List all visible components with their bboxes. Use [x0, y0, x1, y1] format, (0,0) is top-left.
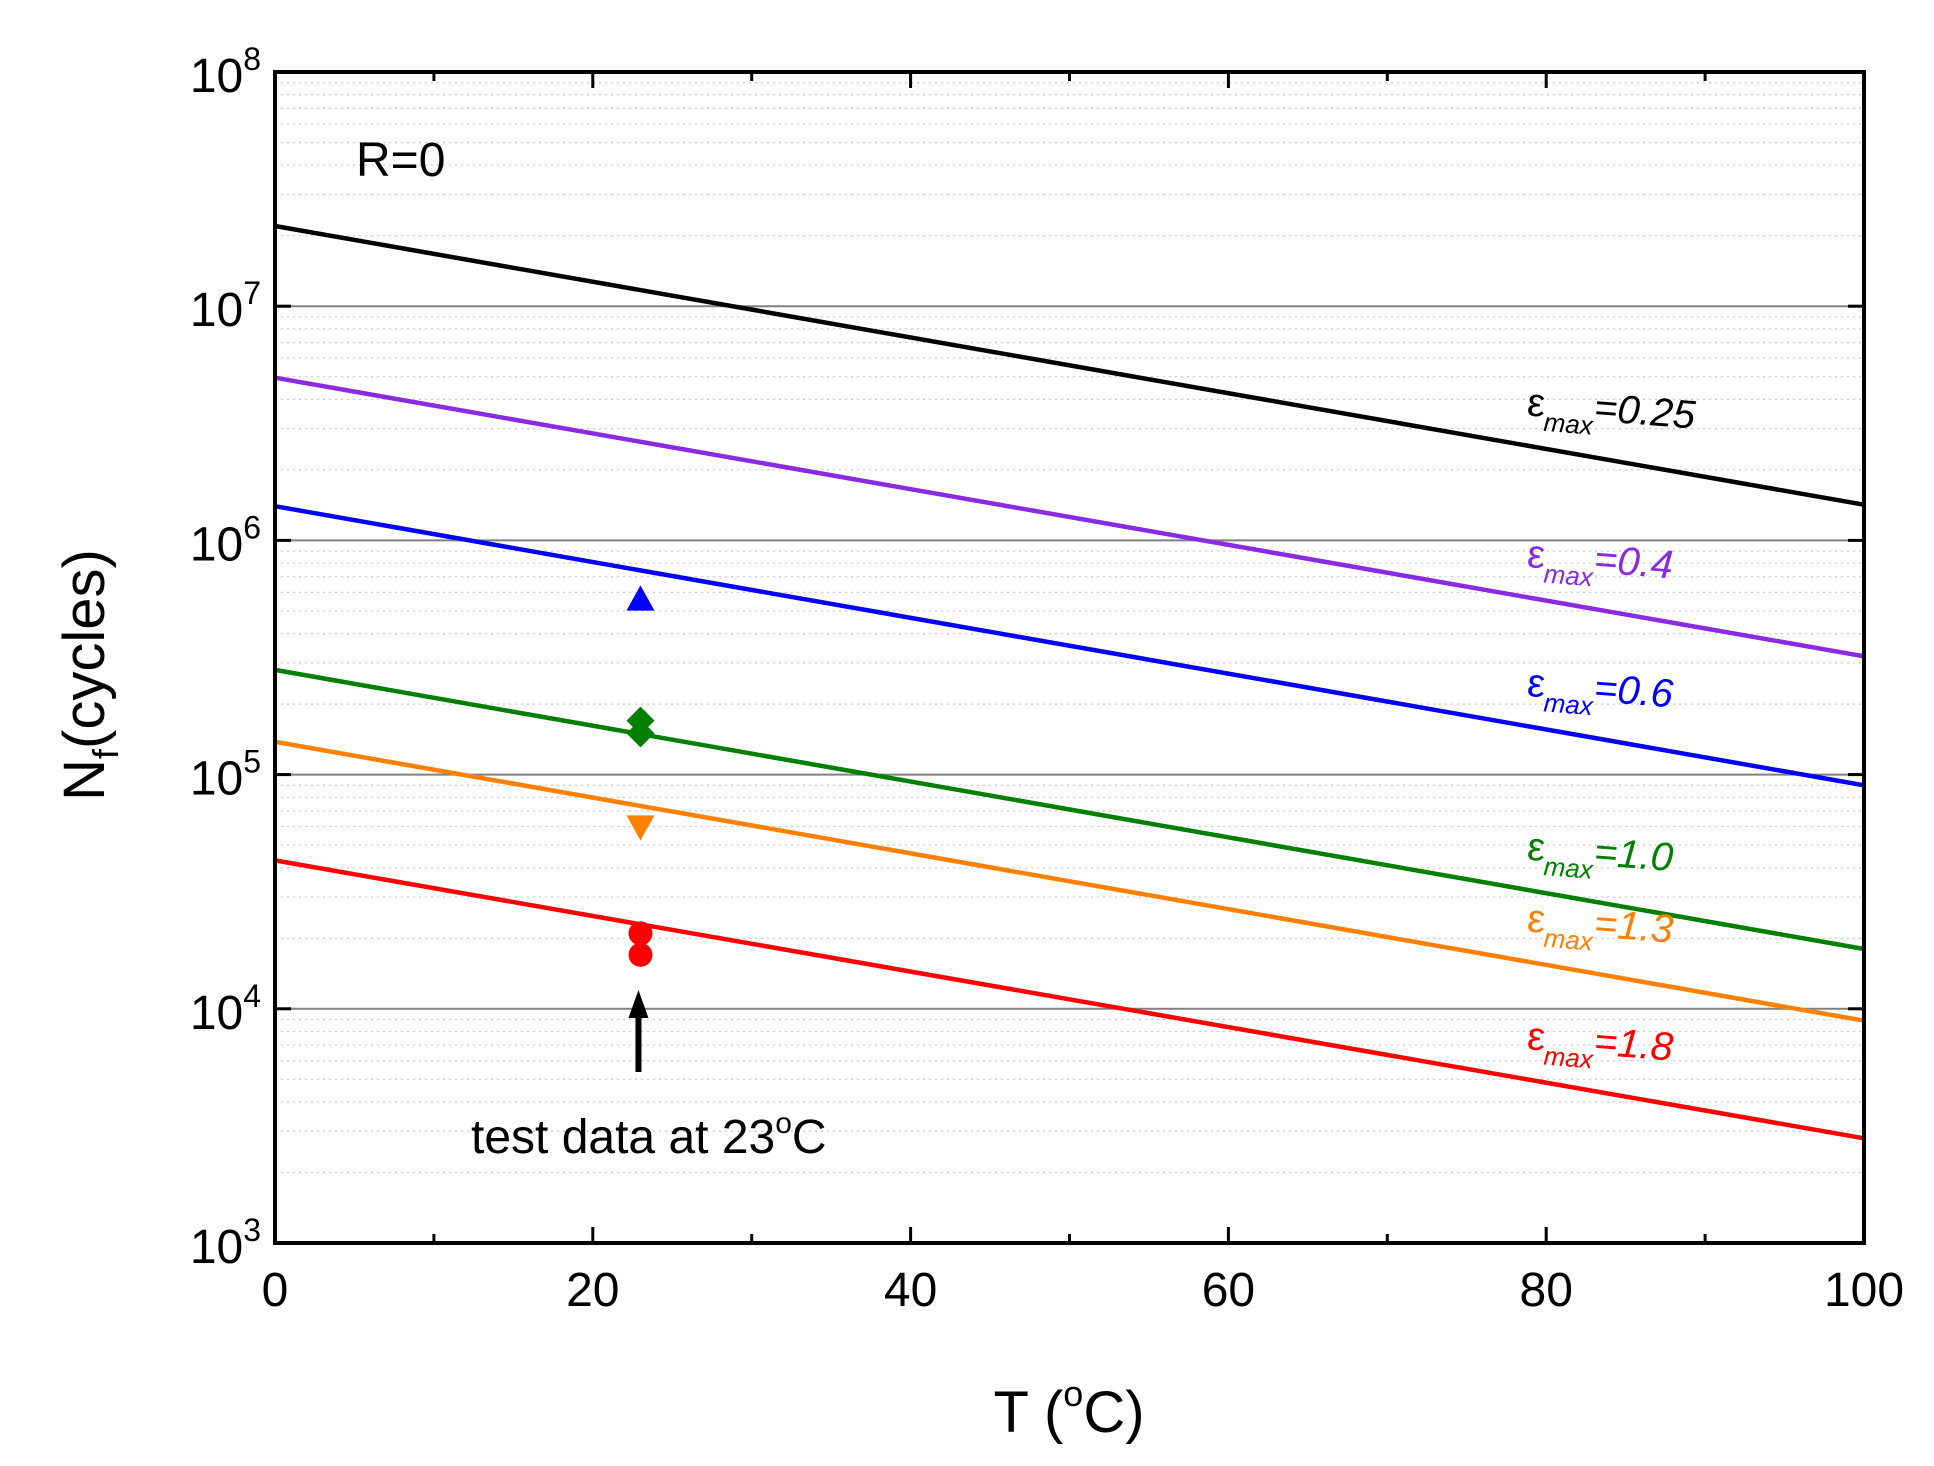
series-line: [274, 858, 1865, 1141]
x-tick-label: 100: [1824, 1264, 1904, 1317]
test-point-circle: [628, 942, 653, 967]
test-data-annotation: test data at 23oC: [471, 1107, 827, 1164]
test-point-triangle-up: [626, 585, 655, 611]
series-label: εmax=0.4: [1525, 532, 1675, 598]
series-label-symbol: ε: [1526, 1014, 1547, 1059]
x-axis-label-text: T (: [993, 1380, 1063, 1445]
series-label-value: =0.6: [1592, 666, 1675, 716]
series-line: [274, 375, 1865, 659]
x-axis-label: T (oC): [993, 1373, 1144, 1445]
y-tick-base: 10: [190, 1221, 243, 1274]
series-label-symbol: ε: [1526, 661, 1547, 706]
y-tick-exponent: 7: [243, 275, 261, 311]
test-data-markers: [626, 585, 655, 967]
y-tick-exponent: 8: [243, 41, 261, 77]
series-label-text: εmax=1.3: [1525, 896, 1675, 962]
test-point-diamond: [626, 719, 655, 748]
x-tick-label: 20: [566, 1264, 619, 1317]
axis-ticks: [273, 70, 1866, 1245]
series-label-subscript: max: [1543, 687, 1595, 721]
y-tick-exponent: 5: [243, 744, 261, 780]
test-data-unit: C: [792, 1111, 827, 1164]
y-tick-label: 103: [190, 1212, 261, 1274]
test-data-degree: o: [775, 1107, 792, 1140]
x-tick-label: 60: [1202, 1264, 1255, 1317]
series-label-symbol: ε: [1526, 381, 1547, 426]
condition-annotation: R=0: [356, 134, 445, 187]
y-axis-label-unit: (cycles): [52, 549, 117, 749]
y-tick-base: 10: [190, 753, 243, 806]
series-label-value: =1.0: [1592, 830, 1674, 880]
series-label: εmax=0.25: [1525, 381, 1698, 449]
y-tick-label: 105: [190, 744, 261, 806]
series-label-subscript: max: [1543, 851, 1595, 885]
series-label: εmax=1.8: [1525, 1014, 1676, 1080]
y-tick-label: 107: [190, 275, 261, 337]
series-label-symbol: ε: [1526, 896, 1547, 941]
test-data-arrow: [628, 990, 649, 1072]
x-tick-label: 40: [884, 1264, 937, 1317]
series-line: [274, 667, 1865, 952]
series-label: εmax=0.6: [1525, 661, 1676, 727]
series-labels: εmax=0.25εmax=0.4εmax=0.6εmax=1.0εmax=1.…: [1525, 381, 1698, 1080]
x-axis-label-unit: C): [1083, 1380, 1144, 1445]
series-label-value: =1.3: [1592, 902, 1674, 952]
series-label-text: εmax=0.4: [1525, 532, 1675, 598]
x-tick-label: 0: [262, 1264, 289, 1317]
minor-grid: [275, 82, 1864, 1174]
series-label-subscript: max: [1543, 558, 1595, 592]
series-label: εmax=1.3: [1525, 896, 1675, 962]
y-tick-exponent: 4: [243, 978, 261, 1014]
series-label-text: εmax=0.6: [1525, 661, 1676, 727]
series-label-value: =1.8: [1592, 1020, 1675, 1070]
y-axis-label: Nf(cycles): [52, 549, 126, 801]
series-label-symbol: ε: [1526, 825, 1547, 870]
x-tick-labels: 0 20 40 60 80 100: [262, 1264, 1904, 1317]
series-label: εmax=1.0: [1525, 825, 1675, 891]
x-axis-label-degree: o: [1063, 1373, 1083, 1414]
y-tick-exponent: 6: [243, 509, 261, 545]
series-label-text: εmax=0.25: [1525, 381, 1698, 449]
test-point-triangle-down: [626, 815, 655, 841]
series-label-text: εmax=1.0: [1525, 825, 1675, 891]
series-label-text: εmax=1.8: [1525, 1014, 1676, 1080]
test-data-text: test data at 23: [471, 1111, 775, 1164]
arrow-head: [628, 990, 649, 1018]
series-line: [274, 739, 1865, 1023]
series-line: [274, 503, 1865, 788]
y-axis-label-text: N: [52, 759, 117, 801]
series-label-symbol: ε: [1526, 532, 1547, 577]
series-label-subscript: max: [1543, 923, 1595, 957]
series-label-subscript: max: [1543, 1041, 1595, 1075]
y-tick-base: 10: [190, 987, 243, 1040]
y-tick-label: 104: [190, 978, 261, 1040]
y-tick-label: 106: [190, 509, 261, 571]
x-tick-label: 80: [1520, 1264, 1573, 1317]
y-tick-base: 10: [190, 518, 243, 571]
series-label-subscript: max: [1543, 407, 1595, 441]
y-tick-exponent: 3: [243, 1212, 261, 1248]
y-tick-base: 10: [190, 50, 243, 103]
test-point-circle: [628, 921, 653, 946]
y-axis-label-subscript: f: [85, 748, 126, 759]
y-tick-label: 108: [190, 41, 261, 103]
y-tick-base: 10: [190, 284, 243, 337]
series-label-value: =0.25: [1592, 386, 1697, 438]
series-lines: [274, 223, 1865, 1141]
series-label-value: =0.4: [1592, 537, 1674, 587]
series-line: [274, 223, 1865, 507]
